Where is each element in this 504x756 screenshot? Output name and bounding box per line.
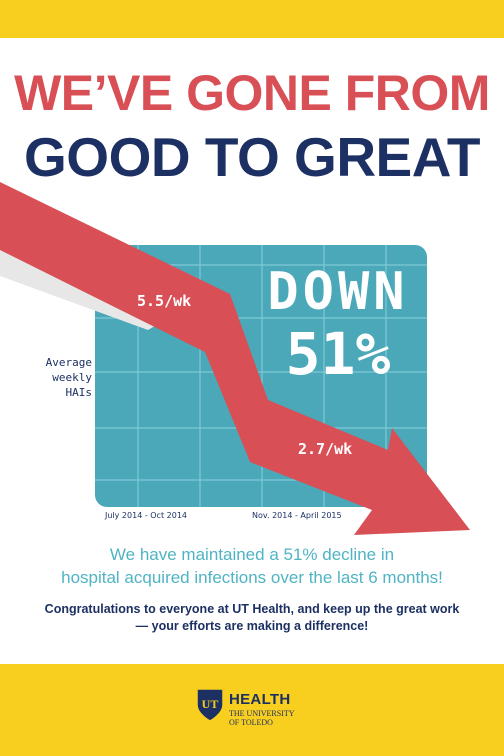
congrats-line: Congratulations to everyone at UT Health… bbox=[44, 602, 460, 616]
congrats-line: — your efforts are making a difference! bbox=[135, 619, 369, 633]
logo-subtitle-line: OF TOLEDO bbox=[229, 718, 273, 727]
logo-subtitle: THE UNIVERSITY OF TOLEDO bbox=[229, 709, 295, 727]
big-percent-text: 51% bbox=[285, 320, 391, 388]
logo-wordmark: HEALTH bbox=[229, 691, 291, 708]
x-tick-label: Nov. 2014 - April 2015 bbox=[252, 511, 342, 520]
decline-message-line: We have maintained a 51% decline in bbox=[109, 545, 395, 564]
rate-after-label: 2.7/wk bbox=[298, 440, 353, 458]
svg-text:UT: UT bbox=[202, 697, 219, 711]
y-axis-label-line: Average bbox=[45, 356, 92, 369]
ut-health-logo: UT HEALTH THE UNIVERSITY OF TOLEDO bbox=[195, 685, 315, 735]
headline-line-1: WE’VE GONE FROM bbox=[14, 65, 490, 121]
shield-icon: UT bbox=[196, 688, 224, 722]
y-axis-label: Average weekly HAIs bbox=[20, 355, 92, 400]
rate-before-label: 5.5/wk bbox=[137, 292, 192, 310]
y-axis-label-line: HAIs bbox=[65, 386, 93, 399]
infographic-chart bbox=[0, 182, 470, 535]
y-axis-label-line: weekly bbox=[52, 371, 92, 384]
decline-message-line: hospital acquired infections over the la… bbox=[61, 568, 443, 587]
bottom-yellow-band bbox=[0, 664, 504, 756]
top-yellow-band bbox=[0, 0, 504, 38]
trend-arrow bbox=[0, 182, 470, 535]
congrats-message: Congratulations to everyone at UT Health… bbox=[20, 601, 484, 635]
decline-message: We have maintained a 51% decline in hosp… bbox=[0, 543, 504, 589]
logo-subtitle-line: THE UNIVERSITY bbox=[229, 709, 295, 718]
big-down-text: DOWN bbox=[267, 262, 409, 322]
x-tick-label: July 2014 - Oct 2014 bbox=[105, 511, 187, 520]
headline-line-2: GOOD TO GREAT bbox=[24, 126, 480, 188]
